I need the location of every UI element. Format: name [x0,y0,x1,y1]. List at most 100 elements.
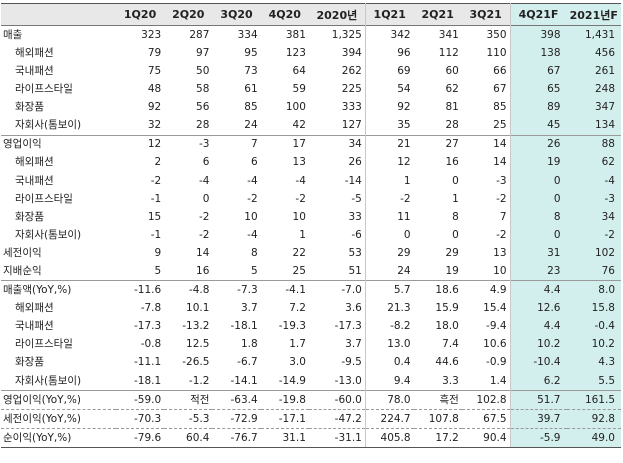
cell-value: 0 [509,226,567,245]
cell-value: 112 [438,46,459,59]
cell-value: 92 [364,98,414,117]
cell-value: 2 [154,156,162,169]
cell-value: 29 [364,244,414,263]
cell-value: -70.3 [115,408,165,429]
cell-value: -26.5 [182,356,210,369]
cell-value: -2 [198,210,210,223]
cell-value: 26 [348,156,362,169]
cell-value: 17 [260,134,309,154]
cell-value: 123 [285,46,306,59]
cell-value: 10 [244,210,258,223]
cell-value: 394 [341,46,362,59]
table-row: 라이프스타일 48 58 61 59 225 54 62 67 65 248 [1,80,621,99]
cell-value: 95 [244,46,258,59]
cell-value: -4 [566,171,621,190]
cell-value: -3 [566,189,621,208]
row-label: 자회사(톰보이) [15,374,82,387]
row-label: 자회사(톰보이) [15,119,82,132]
cell-value: 10.1 [186,302,210,315]
table-row: 자회사(톰보이) 32 28 24 42 127 35 28 25 45 134 [1,116,621,136]
table-row: 해외패션 -7.8 10.1 3.7 7.2 3.6 21.3 15.9 15.4 12.6 15.… [1,299,621,318]
cell-value: 53 [348,246,362,259]
table-row: 세전이익(YoY,%) -70.3 -5.3 -72.9 -17.1 -47.2 224.7… [1,408,621,429]
table-row: 라이프스타일 -1 0 -2 -2 -5 -2 1 -2 0 -3 [1,189,621,208]
row-label: 화장품 [15,356,44,369]
cell-value: 54 [364,80,414,99]
cell-value: -11.6 [115,280,165,300]
cell-value: 10 [292,210,306,223]
cell-value: 35 [364,116,414,136]
cell-value: 15.9 [435,302,459,315]
row-label: 자회사(톰보이) [15,228,82,241]
cell-value: 13 [493,246,507,259]
cell-value: 100 [285,101,306,114]
cell-value: 261 [566,62,621,81]
cell-value: 107.8 [413,408,462,429]
table-row: 해외패션 2 6 6 13 26 12 16 14 19 62 [1,153,621,172]
column-header: 2Q21 [413,3,462,26]
cell-value: 15.8 [566,299,621,318]
cell-value: -6.7 [237,356,258,369]
table-row: 자회사(톰보이) -18.1 -1.2 -14.1 -14.9 -13.0 9.4 3.3 1.… [1,371,621,391]
cell-value: 85 [493,101,507,114]
row-label: 화장품 [15,101,44,114]
cell-value: 248 [566,80,621,99]
cell-value: -1 [150,228,162,241]
cell-value: -14.1 [230,374,258,387]
cell-value: -60.0 [308,389,366,410]
cell-value: 12 [115,134,165,154]
cell-value: 287 [189,28,210,41]
cell-value: 81 [445,101,459,114]
cell-value: -19.3 [278,320,306,333]
cell-value: 56 [196,101,210,114]
cell-value: 5 [154,265,162,278]
cell-value: -31.1 [308,428,366,449]
cell-value: -2 [198,228,210,241]
cell-value: 24 [244,119,258,132]
cell-value: 102.8 [461,389,511,410]
cell-value: 9.4 [364,371,414,391]
cell-value: -11.1 [134,356,162,369]
cell-value: 405.8 [364,428,414,449]
cell-value: 8.0 [566,280,621,300]
cell-value: 1 [364,171,414,190]
table-row: 순이익(YoY,%) -79.6 60.4 -76.7 31.1 -31.1 405.8 17… [1,428,621,449]
cell-value: 3.3 [442,374,459,387]
cell-value: -1 [150,192,162,205]
cell-value: 12.6 [509,299,567,318]
cell-value: -2 [496,228,507,241]
cell-value: 28 [445,119,459,132]
cell-value: 73 [244,64,258,77]
cell-value: 적전 [164,389,213,410]
row-label: 순이익(YoY,%) [1,428,116,449]
cell-value: 60 [445,64,459,77]
cell-value: -47.2 [308,408,366,429]
cell-value: 25 [292,265,306,278]
table-row: 국내패션 -2 -4 -4 -4 -14 1 0 -3 0 -4 [1,171,621,190]
cell-value: 88 [566,134,621,154]
cell-value: 69 [364,62,414,81]
cell-value: -5.3 [164,408,213,429]
table-row: 국내패션 75 50 73 64 262 69 60 66 67 261 [1,62,621,81]
cell-value: 1 [452,192,459,205]
cell-value: 0 [452,174,459,187]
cell-value: -0.4 [566,317,621,336]
cell-value: 60.4 [164,428,213,449]
table-body: 매출 323 287 334 381 1,325 342 341 350 398 1,431 해외패션… [1,25,621,449]
cell-value: 3.6 [345,302,362,315]
cell-value: 12.5 [186,338,210,351]
cell-value: 17.2 [413,428,462,449]
cell-value: 58 [196,83,210,96]
row-label: 세전이익 [3,246,42,259]
cell-value: -9.4 [486,320,507,333]
row-label: 라이프스타일 [15,338,73,351]
cell-value: 1 [299,228,306,241]
row-label: 화장품 [15,210,44,223]
cell-value: 15.4 [483,302,507,315]
cell-value: 110 [486,46,507,59]
cell-value: 1.7 [289,338,306,351]
cell-value: 456 [566,44,621,63]
cell-value: 225 [341,83,362,96]
cell-value: 13 [292,156,306,169]
cell-value: 224.7 [364,408,414,429]
